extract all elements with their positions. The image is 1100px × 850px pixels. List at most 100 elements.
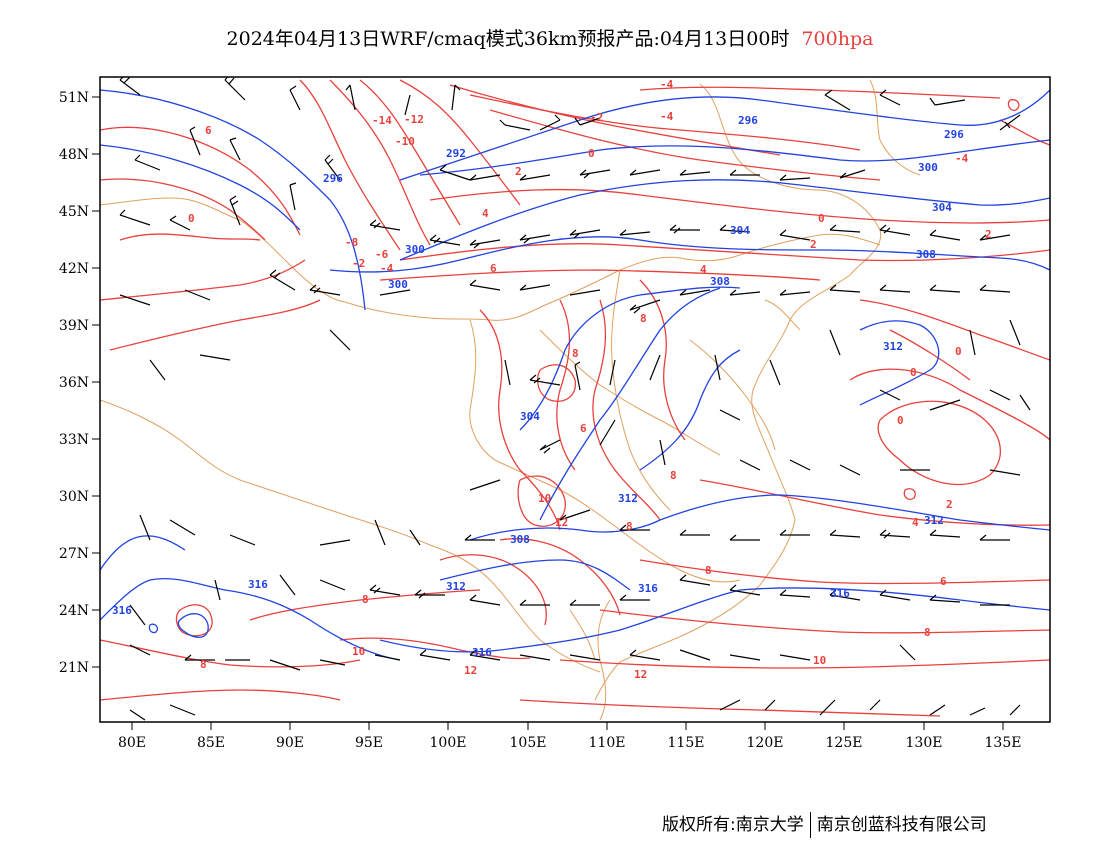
temp-label: -12 [404,113,424,126]
lon-tick-label: 130E [906,735,943,751]
height-label: 308 [710,275,730,288]
height-label: 316 [638,582,658,595]
temp-label: 0 [910,366,917,379]
lon-tick-label: 135E [985,735,1022,751]
height-label: 296 [944,128,964,141]
contour-labels: -14 -12 -10 -8 -6 -4 -4 -4 -4 -2 -2 2 2 … [112,78,992,681]
temp-label: 6 [940,575,947,588]
longitude-labels: 80E 85E 90E 95E 100E 105E 110E 115E 120E… [118,735,1022,751]
latitude-labels: 51N 48N 45N 42N 39N 36N 33N 30N 27N 24N … [59,90,89,676]
height-label: 312 [618,492,638,505]
temp-label: 2 [515,165,522,178]
height-label: 312 [924,514,944,527]
temp-label: 8 [640,312,647,325]
lon-tick-label: 115E [668,735,705,751]
temp-label: 4 [482,207,489,220]
height-label: 304 [520,410,540,423]
lon-tick-label: 105E [510,735,547,751]
height-label: 296 [323,172,343,185]
wind-barbs [119,77,1031,721]
temp-label: 4 [700,263,707,276]
lon-tick-label: 85E [197,735,225,751]
temp-label: 12 [634,668,647,681]
temp-label: 12 [555,516,568,529]
lon-tick-label: 100E [430,735,467,751]
lat-tick-label: 45N [59,204,89,220]
temp-label: 8 [924,626,931,639]
map-plot-area: -14 -12 -10 -8 -6 -4 -4 -4 -4 -2 -2 2 2 … [59,76,1051,751]
lon-tick-label: 80E [118,735,146,751]
geopotential-contours [100,89,1050,661]
temp-label: 6 [205,124,212,137]
height-label: 312 [883,340,903,353]
height-label: 308 [510,533,530,546]
temp-label: 12 [464,664,477,677]
height-label: 300 [918,161,938,174]
lat-tick-label: 48N [59,147,89,163]
lat-tick-label: 42N [59,261,89,277]
temp-label: 0 [818,212,825,225]
copyright-right: 南京创蓝科技有限公司 [816,815,987,835]
height-label: 304 [730,224,750,237]
temp-label: 2 [985,228,992,241]
height-label: 304 [932,201,952,214]
height-label: 316 [248,578,268,591]
lat-tick-label: 27N [59,546,89,562]
temp-label: -6 [375,248,389,261]
lat-tick-label: 30N [59,489,89,505]
height-label: 308 [916,248,936,261]
temperature-contours [100,79,1050,717]
temp-label: 0 [588,147,595,160]
temp-label: 2 [810,238,817,251]
temp-label: 10 [352,645,365,658]
boundary-lines [100,79,921,721]
temp-label: -4 [660,110,674,123]
height-label: 292 [446,147,466,160]
temp-label: 8 [362,593,369,606]
lat-tick-label: 51N [59,90,89,106]
temp-label: -8 [345,236,358,249]
height-label: 316 [830,587,850,600]
lon-tick-label: 125E [826,735,863,751]
lon-tick-label: 95E [355,735,383,751]
axis-ticks [92,96,1004,730]
lat-tick-label: 39N [59,318,89,334]
map-frame [99,76,1051,723]
lat-tick-label: 21N [59,660,89,676]
temp-label: -4 [660,78,674,91]
lat-tick-label: 33N [59,432,89,448]
temp-label: 2 [946,498,953,511]
height-label: 300 [388,278,408,291]
temp-label: 8 [670,469,677,482]
lon-tick-label: 110E [589,735,626,751]
height-label: 296 [738,114,758,127]
temp-label: -10 [395,135,415,148]
footer-divider [809,812,811,838]
height-label: 312 [446,580,466,593]
temp-label: -2 [590,111,603,124]
temp-label: 8 [572,347,579,360]
height-label: 300 [405,243,425,256]
temp-label: 0 [188,212,195,225]
temp-label: 0 [955,345,962,358]
temp-label: 6 [580,422,587,435]
height-label: 316 [112,604,132,617]
temp-label: 4 [912,516,919,529]
temp-label: -4 [955,152,969,165]
lon-tick-label: 120E [747,735,784,751]
title-level: 700hpa [801,28,874,50]
temp-label: 8 [705,564,712,577]
temp-label: -4 [380,262,394,275]
lon-tick-label: 90E [276,735,304,751]
temp-label: 8 [626,520,633,533]
chart-title: 2024年04月13日WRF/cmaq模式36km预报产品:04月13日00时 7… [0,24,1100,51]
temp-label: 10 [813,654,826,667]
copyright-footer: 版权所有:南京大学 南京创蓝科技有限公司 [662,810,987,838]
temp-label: -2 [352,257,365,270]
copyright-left: 版权所有:南京大学 [662,815,804,835]
temp-label: 10 [538,492,551,505]
title-main: 2024年04月13日WRF/cmaq模式36km预报产品:04月13日00时 [226,28,790,50]
temp-label: 8 [200,658,207,671]
lat-tick-label: 24N [59,603,89,619]
